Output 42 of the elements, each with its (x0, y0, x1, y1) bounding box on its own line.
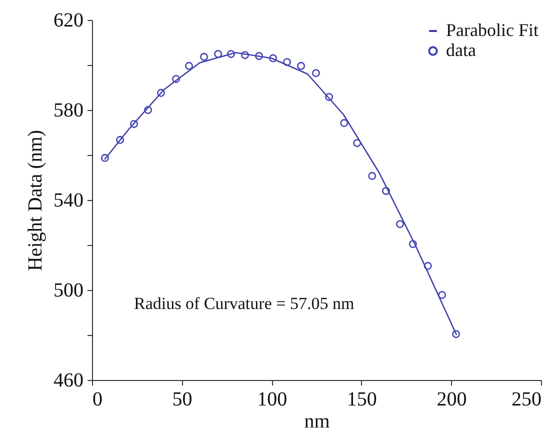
x-tick-label: 50 (172, 388, 192, 410)
y-axis-title: Height Data (nm) (24, 130, 46, 272)
point (312, 69, 320, 78)
point (241, 51, 250, 60)
point (184, 62, 193, 70)
point (382, 187, 390, 195)
point (144, 106, 152, 114)
legend-label: data (446, 40, 476, 60)
annotation: Radius of Curvature = 57.05 nm (134, 294, 354, 313)
point (353, 139, 362, 148)
point (408, 240, 417, 248)
point (130, 120, 138, 128)
y-tick-label: 460 (54, 370, 84, 392)
point (325, 92, 334, 101)
point (297, 62, 306, 70)
x-tick-label: 0 (92, 388, 102, 410)
point (100, 154, 109, 162)
y-tick-label: 500 (54, 280, 84, 302)
x-tick-label: 150 (346, 388, 377, 410)
point (424, 262, 432, 270)
point (368, 172, 376, 180)
y-tick-label: 620 (54, 10, 84, 32)
point (340, 119, 348, 128)
point (452, 330, 460, 338)
x-axis-title: nm (304, 410, 330, 432)
point (214, 50, 222, 58)
x-tick-label: 100 (257, 388, 288, 410)
point (116, 136, 124, 144)
legend-label: Parabolic Fit (446, 20, 538, 40)
y-tick-label: 580 (54, 100, 84, 122)
point (255, 52, 264, 60)
x-tick-label: 200 (436, 388, 467, 410)
point (269, 54, 278, 62)
x-tick-label: 250 (512, 388, 542, 410)
point (438, 290, 446, 299)
y-tick-label: 540 (54, 190, 84, 212)
point (172, 74, 180, 83)
point (200, 52, 208, 61)
point (227, 50, 236, 58)
point (156, 88, 165, 97)
point (396, 220, 404, 228)
point (283, 58, 292, 66)
